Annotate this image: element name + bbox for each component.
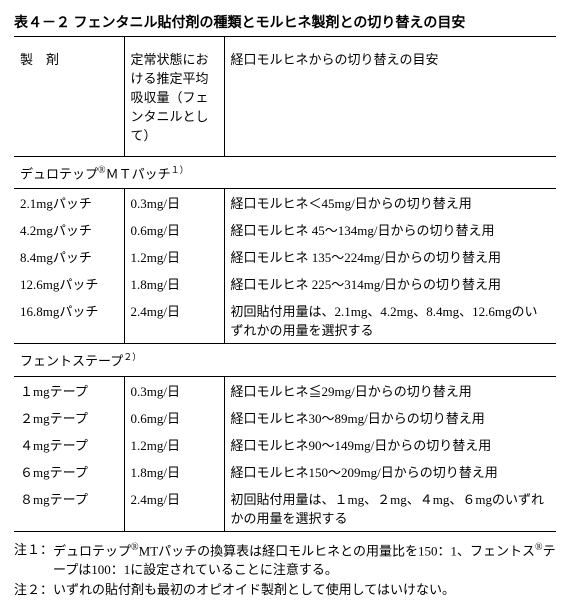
cell-formulation: 8.4mgパッチ [14, 243, 124, 270]
footnote-1-body: デュロテップ®MTパッチの換算表は経口モルヒネとの用量比を150：1、フェントス… [53, 540, 556, 580]
cell-conversion: 経口モルヒネ150～209mg/日からの切り替え用 [224, 458, 556, 485]
cell-conversion: 経口モルヒネ≦29mg/日からの切り替え用 [224, 376, 556, 404]
cell-absorption: 1.8mg/日 [124, 270, 224, 297]
cell-formulation: 12.6mgパッチ [14, 270, 124, 297]
cell-conversion: 経口モルヒネ90～149mg/日からの切り替え用 [224, 431, 556, 458]
cell-conversion: 経口モルヒネ 225～314mg/日からの切り替え用 [224, 270, 556, 297]
cell-conversion: 経口モルヒネ＜45mg/日からの切り替え用 [224, 189, 556, 217]
cell-formulation: ２mgテープ [14, 404, 124, 431]
cell-formulation: ４mgテープ [14, 431, 124, 458]
table-row: 12.6mgパッチ 1.8mg/日 経口モルヒネ 225～314mg/日からの切… [14, 270, 556, 297]
cell-conversion: 経口モルヒネ 135～224mg/日からの切り替え用 [224, 243, 556, 270]
cell-absorption: 1.2mg/日 [124, 243, 224, 270]
table-title: 表４－２ フェンタニル貼付剤の種類とモルヒネ製剤との切り替えの目安 [14, 12, 556, 32]
table-row: 4.2mgパッチ 0.6mg/日 経口モルヒネ 45～134mg/日からの切り替… [14, 216, 556, 243]
section-fentos: フェントステープ２） [14, 344, 556, 376]
cell-absorption: 1.8mg/日 [124, 458, 224, 485]
registered-icon: ® [131, 542, 139, 553]
table-row: １mgテープ 0.3mg/日 経口モルヒネ≦29mg/日からの切り替え用 [14, 376, 556, 404]
section-durotep: デュロテップ®ＭＴパッチ１） [14, 157, 556, 189]
cell-absorption: 2.4mg/日 [124, 297, 224, 344]
cell-formulation: 4.2mgパッチ [14, 216, 124, 243]
table-row: ４mgテープ 1.2mg/日 経口モルヒネ90～149mg/日からの切り替え用 [14, 431, 556, 458]
cell-formulation: 2.1mgパッチ [14, 189, 124, 217]
cell-conversion: 初回貼付用量は、2.1mg、4.2mg、8.4mg、12.6mgのいずれかの用量… [224, 297, 556, 344]
cell-absorption: 0.6mg/日 [124, 404, 224, 431]
footnote-2: 注２： いずれの貼付剤も最初のオピオイド製剤として使用してはいけない。 [14, 580, 556, 600]
section1-name-b: ＭＴパッチ [106, 166, 171, 181]
cell-formulation: ８mgテープ [14, 485, 124, 532]
cell-formulation: ６mgテープ [14, 458, 124, 485]
cell-formulation: 16.8mgパッチ [14, 297, 124, 344]
table-row: ６mgテープ 1.8mg/日 経口モルヒネ150～209mg/日からの切り替え用 [14, 458, 556, 485]
footnote-1: 注１： デュロテップ®MTパッチの換算表は経口モルヒネとの用量比を150：1、フ… [14, 540, 556, 580]
table-row: 16.8mgパッチ 2.4mg/日 初回貼付用量は、2.1mg、4.2mg、8.… [14, 297, 556, 344]
cell-formulation: １mgテープ [14, 376, 124, 404]
cell-conversion: 初回貼付用量は、１mg、２mg、４mg、６mgのいずれかの用量を選択する [224, 485, 556, 532]
footnotes: 注１： デュロテップ®MTパッチの換算表は経口モルヒネとの用量比を150：1、フ… [14, 540, 556, 600]
cell-absorption: 0.6mg/日 [124, 216, 224, 243]
table-row: 8.4mgパッチ 1.2mg/日 経口モルヒネ 135～224mg/日からの切り… [14, 243, 556, 270]
table-row: ８mgテープ 2.4mg/日 初回貼付用量は、１mg、２mg、４mg、６mgのい… [14, 485, 556, 532]
registered-icon: ® [535, 542, 543, 553]
section2-name: フェントステープ [20, 354, 123, 369]
cell-conversion: 経口モルヒネ 45～134mg/日からの切り替え用 [224, 216, 556, 243]
footnote-text: MTパッチの換算表は経口モルヒネとの用量比を150：1、フェントス [139, 543, 535, 558]
cell-absorption: 0.3mg/日 [124, 189, 224, 217]
col-header-formulation: 製 剤 [14, 37, 124, 157]
section1-name-a: デュロテップ [20, 166, 98, 181]
conversion-table: 製 剤 定常状態における推定平均吸収量（フェンタニルとして） 経口モルヒネからの… [14, 36, 556, 532]
col-header-conversion: 経口モルヒネからの切り替えの目安 [224, 37, 556, 157]
col-header-absorption: 定常状態における推定平均吸収量（フェンタニルとして） [124, 37, 224, 157]
footnote-2-body: いずれの貼付剤も最初のオピオイド製剤として使用してはいけない。 [53, 580, 556, 600]
table-row: 2.1mgパッチ 0.3mg/日 経口モルヒネ＜45mg/日からの切り替え用 [14, 189, 556, 217]
footnote-text: デュロテップ [53, 543, 131, 558]
table-row: ２mgテープ 0.6mg/日 経口モルヒネ30～89mg/日からの切り替え用 [14, 404, 556, 431]
section1-sup: １） [171, 165, 189, 175]
cell-conversion: 経口モルヒネ30～89mg/日からの切り替え用 [224, 404, 556, 431]
cell-absorption: 2.4mg/日 [124, 485, 224, 532]
registered-icon: ® [98, 165, 106, 176]
cell-absorption: 0.3mg/日 [124, 376, 224, 404]
footnote-2-label: 注２： [14, 580, 53, 600]
cell-absorption: 1.2mg/日 [124, 431, 224, 458]
footnote-1-label: 注１： [14, 540, 53, 580]
section2-sup: ２） [123, 352, 141, 362]
